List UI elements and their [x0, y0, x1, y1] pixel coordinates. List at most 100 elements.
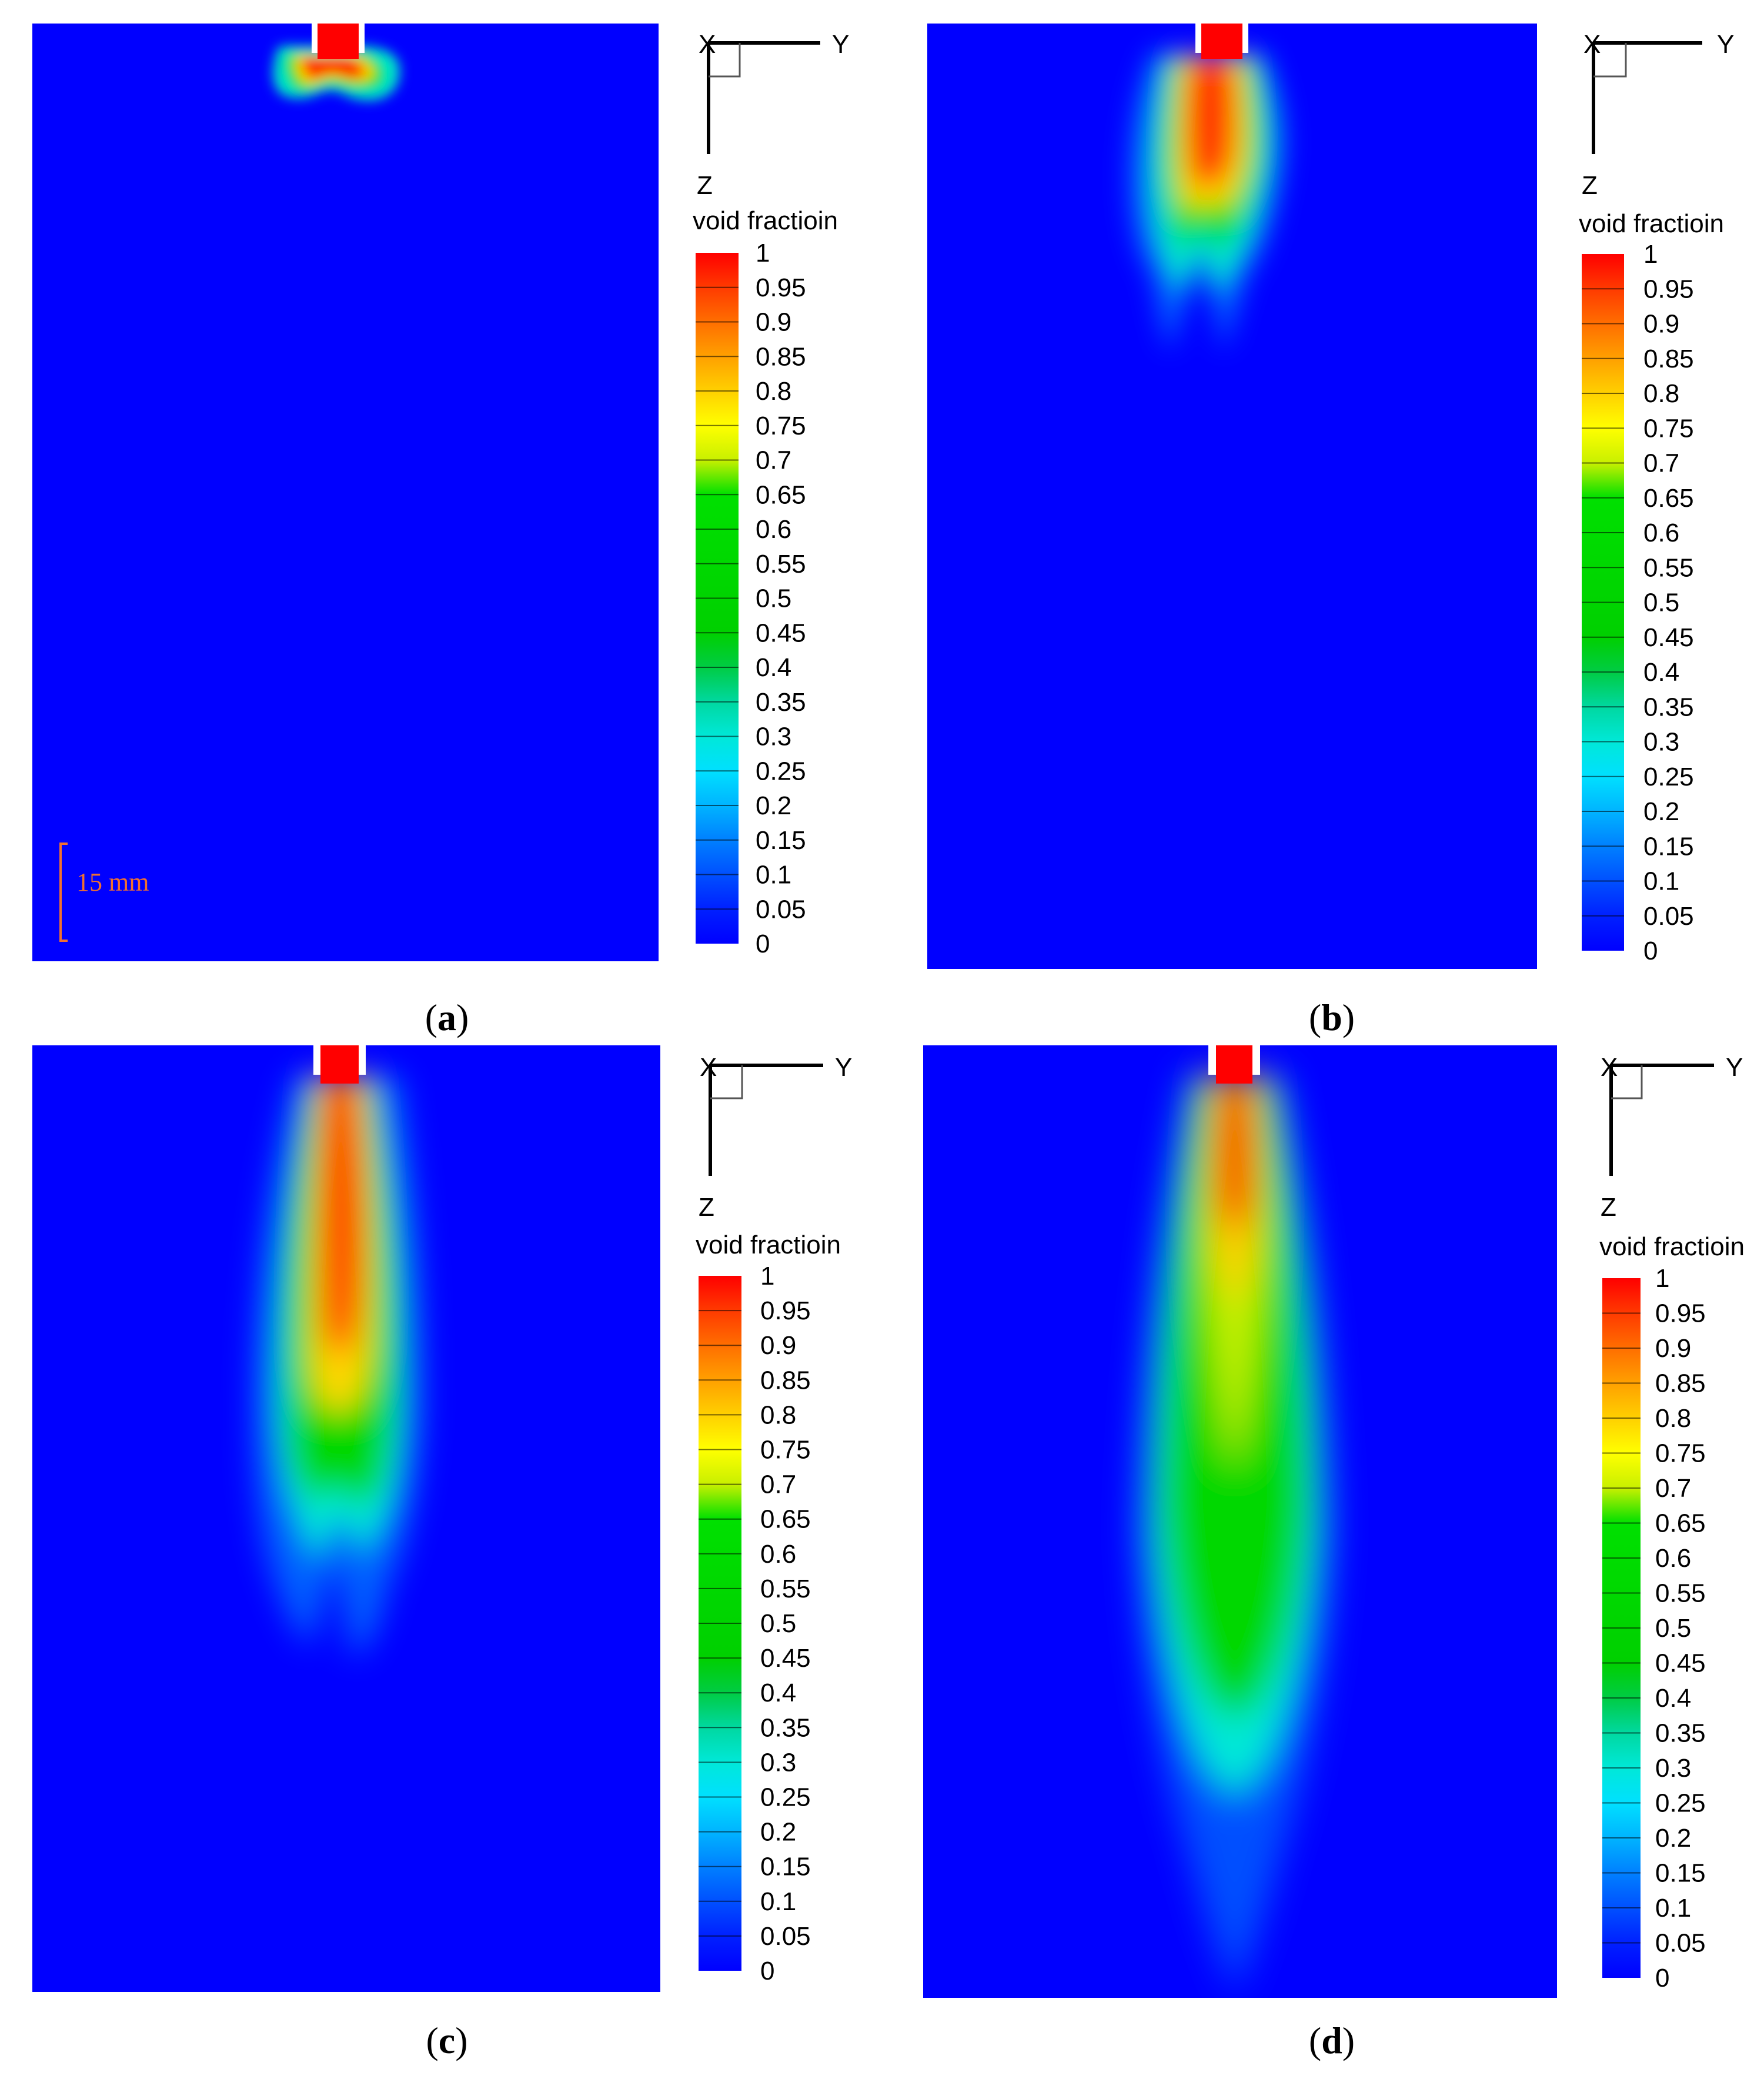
colorbar-tick-label: 0.9	[1655, 1334, 1691, 1363]
colorbar-title: void fractioin	[696, 1231, 841, 1259]
axis-z-label: Z	[1601, 1193, 1616, 1222]
panel-d	[923, 1045, 1557, 1998]
inlet-jet-core-a	[318, 24, 359, 59]
colorbar-tick-label: 0.05	[1655, 1929, 1706, 1958]
nozzle-wall-right-b	[1242, 24, 1248, 53]
gas-plume-b	[1129, 24, 1285, 353]
colorbar-title: void fractioin	[693, 206, 838, 235]
colorbar-tick-label: 0.05	[760, 1922, 811, 1951]
colorbar-tick-label: 0.7	[756, 446, 791, 475]
contour-domain-a	[32, 24, 659, 961]
colorbar-tick-label: 0.85	[1643, 345, 1694, 373]
colorbar-tick-label: 0.55	[756, 550, 806, 579]
axis-triad-b: X Y Z	[1582, 30, 1734, 200]
colorbar-tick-label: 0.3	[756, 723, 791, 751]
colorbar-title: void fractioin	[1579, 209, 1724, 238]
colorbar-tick-label: 0.4	[760, 1679, 796, 1707]
caption-c: (c)	[426, 2020, 467, 2061]
colorbar-tick-label: 0.85	[760, 1366, 811, 1395]
axis-y-label: Y	[832, 30, 849, 59]
colorbar-tick-label: 0.2	[1655, 1824, 1691, 1853]
colorbar-c: void fractioin 1 0.95 0.9 0.85 0.8 0.75 0.7 0.65…	[696, 1231, 841, 1985]
colorbar-tick-label: 0.65	[1643, 484, 1694, 513]
axis-triad-c: X Y Z	[699, 1053, 852, 1222]
colorbar-tick-label: 0.1	[760, 1887, 796, 1916]
colorbar-tick-label: 0	[1655, 1964, 1669, 1993]
axis-y-label: Y	[835, 1053, 852, 1082]
caption-a: (a)	[425, 997, 469, 1038]
colorbar-tick-label: 0.55	[760, 1574, 811, 1603]
axis-triad-d: X Y Z	[1601, 1053, 1743, 1222]
colorbar-tick-label: 0.15	[1643, 832, 1694, 861]
panel-c	[32, 1045, 660, 1992]
nozzle-wall-left-b	[1195, 24, 1201, 53]
axis-z-label: Z	[699, 1193, 714, 1222]
colorbar-tick-label: 0.1	[756, 861, 791, 890]
colorbar-tick-label: 0.45	[1655, 1649, 1706, 1678]
axis-triad-a: X Y Z	[697, 30, 849, 200]
colorbar-tick-label: 0.45	[1643, 623, 1694, 652]
colorbar-tick-label: 0.4	[756, 653, 791, 682]
panel-b	[927, 24, 1537, 969]
nozzle-wall-left-a	[312, 24, 318, 53]
colorbar-tick-label: 0.95	[756, 273, 806, 302]
colorbar-tick-label: 0.8	[1643, 379, 1679, 408]
colorbar-tick-label: 0.5	[756, 584, 791, 613]
colorbar-tick-label: 0.4	[1655, 1684, 1691, 1713]
colorbar-tick-label: 0.6	[1655, 1544, 1691, 1573]
colorbar-tick-label: 0.45	[760, 1644, 811, 1673]
colorbar-tick-label: 0.6	[756, 515, 791, 544]
colorbar-tick-label: 0.25	[756, 757, 806, 785]
colorbar-tick-label: 0.15	[1655, 1859, 1706, 1888]
colorbar-tick-label: 0.05	[756, 895, 806, 924]
axis-z-label: Z	[1582, 171, 1598, 200]
colorbar-tick-label: 0.85	[1655, 1369, 1706, 1398]
colorbar-tick-label: 0.65	[760, 1505, 811, 1534]
colorbar-tick-label: 0.8	[756, 377, 791, 406]
colorbar-tick-label: 0.6	[760, 1540, 796, 1569]
axis-y-label: Y	[1717, 30, 1734, 59]
caption-b: (b)	[1309, 997, 1355, 1038]
colorbar-tick-label: 0.5	[1643, 589, 1679, 617]
colorbar-tick-label: 0.85	[756, 342, 806, 371]
inlet-jet-core-d	[1216, 1045, 1252, 1084]
axis-x-label: X	[699, 30, 716, 59]
scale-bar: 15 mm	[59, 843, 149, 942]
colorbar-tick-label: 0.6	[1643, 519, 1679, 547]
nozzle-wall-right-a	[359, 24, 365, 53]
colorbar-tick-label: 0.75	[1643, 414, 1694, 443]
colorbar-tick-label: 0.65	[1655, 1509, 1706, 1538]
colorbar-tick-label: 0.4	[1643, 658, 1679, 687]
colorbar-tick-label: 0.9	[1643, 310, 1679, 339]
colorbar-tick-label: 0.3	[760, 1748, 796, 1777]
colorbar-title: void fractioin	[1599, 1232, 1745, 1261]
inlet-jet-core-c	[320, 1045, 359, 1084]
gas-plume-c	[253, 1045, 423, 1658]
nozzle-wall-right-c	[359, 1045, 366, 1075]
axis-z-label: Z	[697, 171, 713, 200]
colorbar-tick-label: 0.7	[1643, 449, 1679, 478]
colorbar-tick-label: 0	[1643, 937, 1658, 965]
colorbar-tick-label: 0.95	[1655, 1299, 1706, 1328]
colorbar-tick-label: 0.35	[1643, 693, 1694, 721]
colorbar-tick-label: 0.3	[1655, 1754, 1691, 1783]
axis-x-label: X	[700, 1053, 717, 1082]
colorbar-tick-label: 0.2	[760, 1818, 796, 1847]
colorbar-tick-label: 0.55	[1655, 1579, 1706, 1608]
colorbar-tick-label: 1	[1655, 1264, 1669, 1293]
colorbar-tick-label: 0.3	[1643, 728, 1679, 757]
colorbar-tick-label: 0.95	[760, 1296, 811, 1325]
colorbar-tick-label: 0.35	[756, 688, 806, 717]
gas-plume-a	[273, 24, 400, 101]
colorbar-tick-label: 0	[760, 1957, 774, 1985]
gas-plume-d	[1135, 1045, 1335, 1993]
scale-bar-label: 15 mm	[76, 868, 149, 897]
colorbar-d: void fractioin 1 0.95 0.9 0.85 0.8 0.75 0.7 0.65…	[1599, 1232, 1745, 1993]
axis-x-label: X	[1583, 30, 1601, 59]
colorbar-a: void fractioin 1 0.95 0.9 0.85 0.8 0.75 0.7 0.65…	[693, 206, 838, 958]
colorbar-tick-label: 1	[1643, 240, 1658, 269]
colorbar-tick-label: 0.5	[1655, 1614, 1691, 1643]
colorbar-tick-label: 0.1	[1643, 867, 1679, 896]
